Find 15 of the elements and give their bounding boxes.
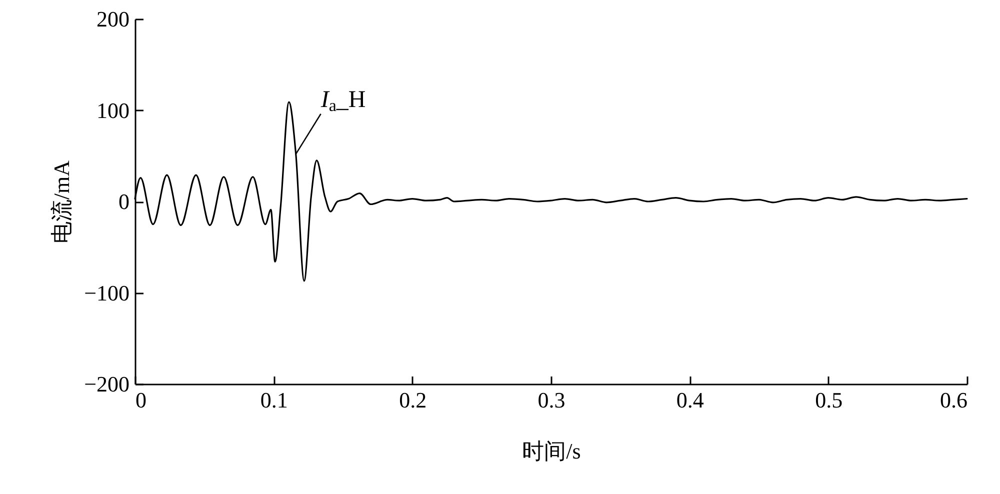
x-tick-label: 0.5 bbox=[815, 388, 843, 412]
x-tick-label: 0.6 bbox=[940, 388, 968, 412]
y-tick-label: −100 bbox=[84, 280, 130, 306]
x-axis-title: 时间/s bbox=[522, 438, 581, 464]
annotation: I$_{a}$_H bbox=[320, 86, 366, 116]
y-tick-label: 200 bbox=[96, 6, 130, 32]
x-tick-label: 0.4 bbox=[676, 388, 704, 412]
y-tick-label: 0 bbox=[118, 189, 130, 214]
x-tick-label: 0 bbox=[136, 388, 146, 412]
x-tick-label: 0.1 bbox=[260, 388, 288, 412]
y-tick-label: 100 bbox=[96, 98, 130, 123]
x-tick-label: 0.3 bbox=[538, 388, 566, 412]
x-tick-label: 0.2 bbox=[399, 388, 427, 412]
y-axis-title: 电流/mA bbox=[49, 160, 74, 244]
y-tick-label: −200 bbox=[84, 372, 130, 396]
